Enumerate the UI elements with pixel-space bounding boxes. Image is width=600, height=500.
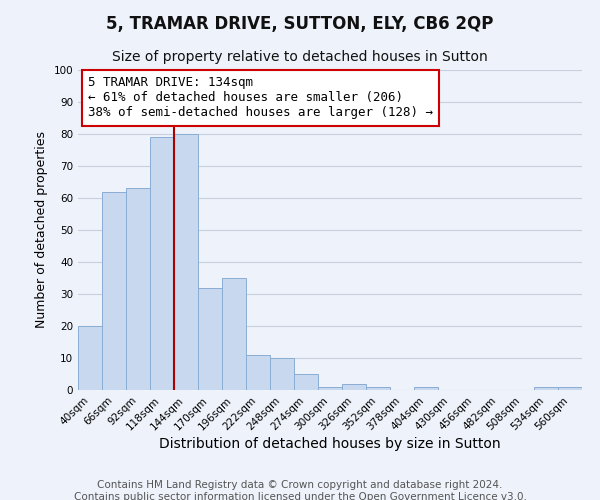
Bar (294, 374, 318, 390)
Bar (126, 188, 150, 390)
Bar (222, 278, 246, 390)
Bar (150, 137, 174, 390)
Bar (78, 326, 102, 390)
Bar (318, 387, 342, 390)
Text: 5, TRAMAR DRIVE, SUTTON, ELY, CB6 2QP: 5, TRAMAR DRIVE, SUTTON, ELY, CB6 2QP (106, 15, 494, 33)
Text: Contains public sector information licensed under the Open Government Licence v3: Contains public sector information licen… (74, 492, 526, 500)
Y-axis label: Number of detached properties: Number of detached properties (35, 132, 48, 328)
Text: Size of property relative to detached houses in Sutton: Size of property relative to detached ho… (112, 50, 488, 64)
Bar (198, 288, 222, 390)
Bar (174, 134, 198, 390)
Bar (414, 387, 438, 390)
Bar (366, 387, 390, 390)
Bar (534, 387, 558, 390)
Bar (246, 355, 270, 390)
Bar (558, 387, 582, 390)
Bar (342, 384, 366, 390)
X-axis label: Distribution of detached houses by size in Sutton: Distribution of detached houses by size … (159, 438, 501, 452)
Text: Contains HM Land Registry data © Crown copyright and database right 2024.: Contains HM Land Registry data © Crown c… (97, 480, 503, 490)
Text: 5 TRAMAR DRIVE: 134sqm
← 61% of detached houses are smaller (206)
38% of semi-de: 5 TRAMAR DRIVE: 134sqm ← 61% of detached… (88, 76, 433, 120)
Bar (102, 192, 126, 390)
Bar (270, 358, 294, 390)
